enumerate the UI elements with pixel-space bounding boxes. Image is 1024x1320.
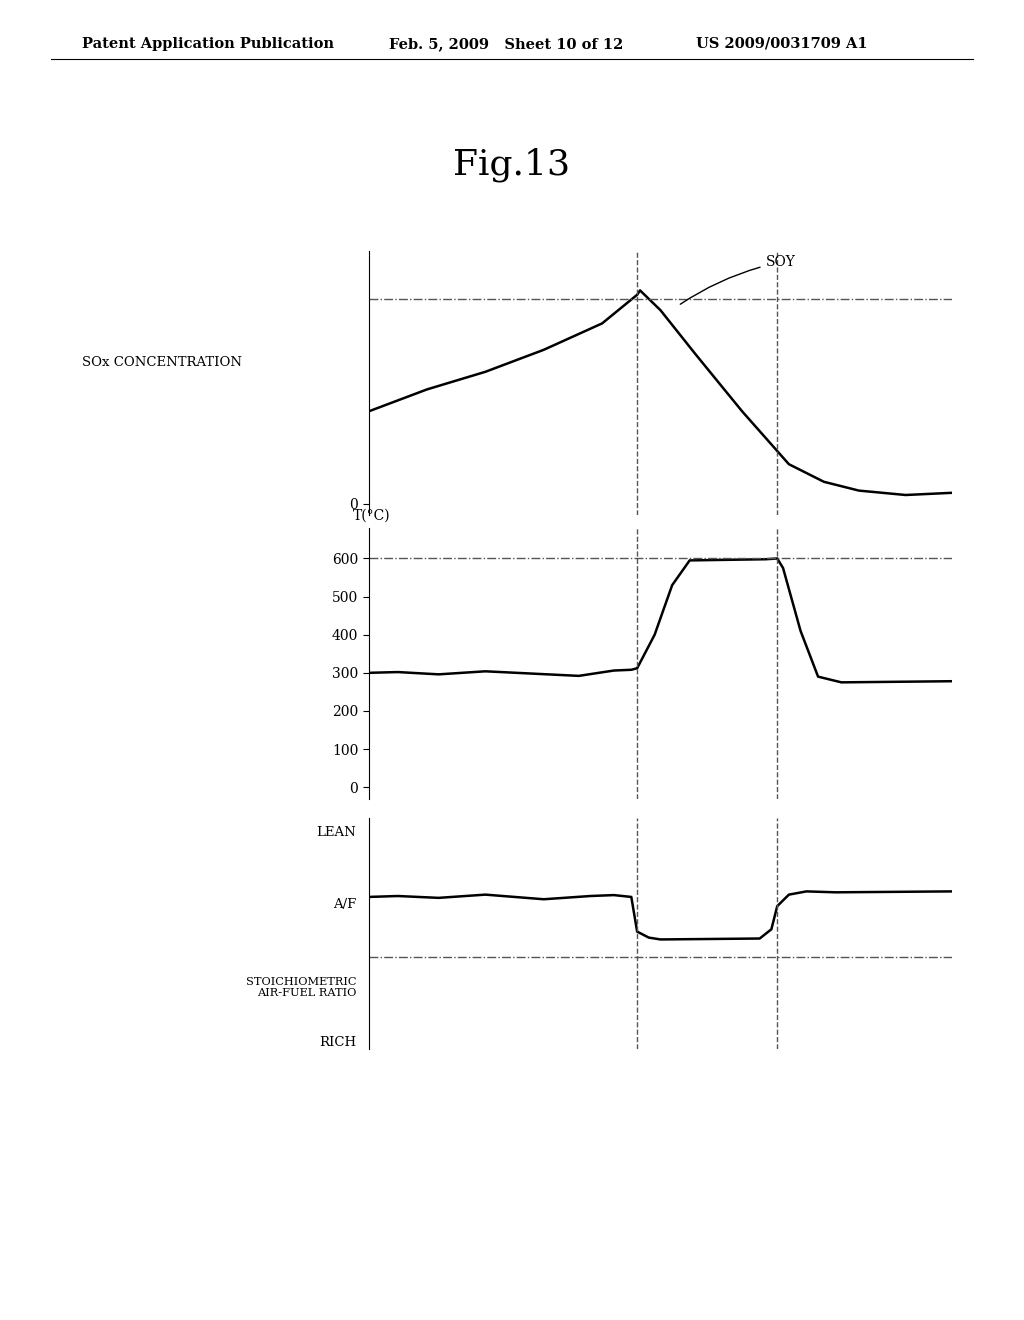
Text: LEAN: LEAN	[316, 826, 356, 840]
Text: US 2009/0031709 A1: US 2009/0031709 A1	[696, 37, 868, 51]
Text: STOICHIOMETRIC
AIR-FUEL RATIO: STOICHIOMETRIC AIR-FUEL RATIO	[246, 977, 356, 998]
Text: SOY: SOY	[680, 255, 796, 304]
Text: SOx CONCENTRATION: SOx CONCENTRATION	[82, 356, 242, 370]
Text: RICH: RICH	[319, 1036, 356, 1049]
Text: T(°C): T(°C)	[353, 508, 391, 523]
Text: Feb. 5, 2009   Sheet 10 of 12: Feb. 5, 2009 Sheet 10 of 12	[389, 37, 624, 51]
Text: A/F: A/F	[333, 898, 356, 911]
Text: Patent Application Publication: Patent Application Publication	[82, 37, 334, 51]
Text: Fig.13: Fig.13	[454, 148, 570, 182]
